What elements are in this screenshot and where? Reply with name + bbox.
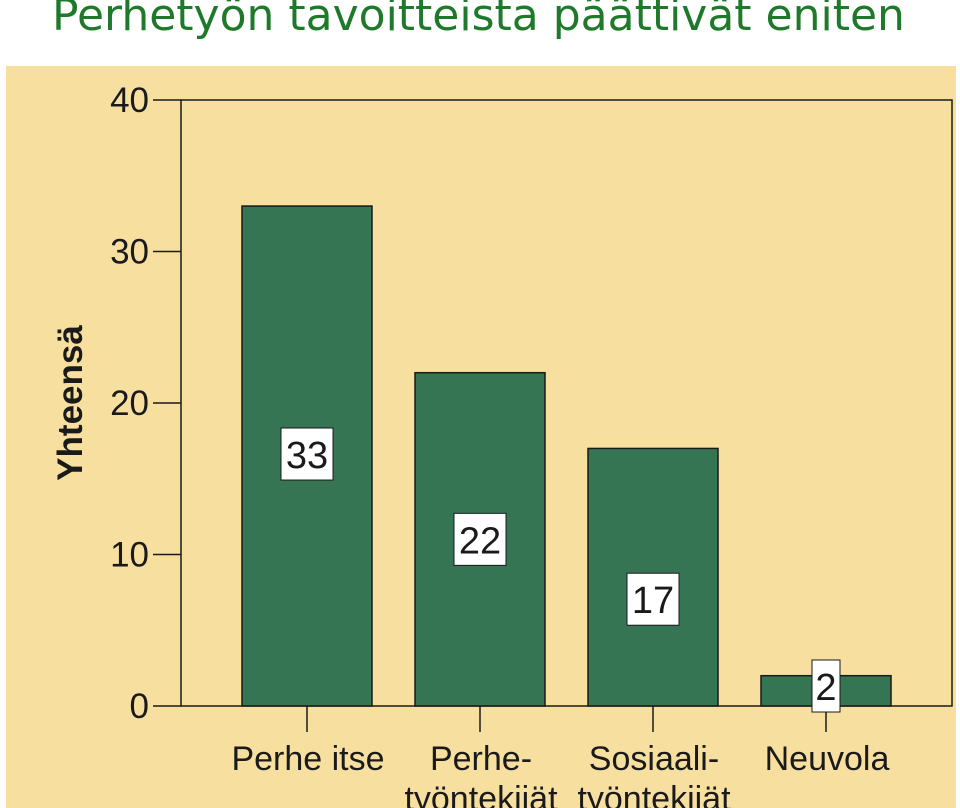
y-tick-label: 30 — [110, 233, 149, 272]
x-tick-label-line: Sosiaali- — [589, 740, 719, 778]
x-tick-label-line: Neuvola — [765, 740, 890, 778]
value-label-box — [626, 572, 680, 626]
bars — [241, 205, 892, 707]
y-tick-label: 40 — [110, 81, 149, 120]
value-label-box — [453, 512, 507, 566]
x-axis: Perhe itse Perhe-työntekijätSosiaali-työn… — [231, 706, 889, 808]
value-label-box — [811, 659, 841, 713]
value-labels: 33 22 17 2 — [280, 427, 841, 713]
value-label: 22 — [459, 520, 501, 562]
value-label: 17 — [632, 580, 674, 622]
x-tick-label: Neuvola — [765, 740, 890, 778]
value-label: 2 — [815, 667, 836, 709]
value-label-box — [280, 427, 334, 481]
chart-title: Perhetyön tavoitteista päättivät eniten — [52, 0, 905, 41]
y-axis: 0 10 20 30 40 — [110, 81, 181, 726]
x-tick-label: Perhe-työntekijät — [404, 740, 558, 808]
x-tick-label-line: Perhe itse — [231, 740, 384, 778]
y-tick-label: 20 — [110, 384, 149, 423]
y-tick-label: 0 — [130, 687, 149, 726]
y-tick-label: 10 — [110, 536, 149, 575]
bar — [414, 371, 546, 707]
x-tick-label-line: työntekijät — [404, 780, 558, 808]
x-tick-label-line: työntekijät — [577, 780, 731, 808]
value-label: 33 — [286, 435, 328, 477]
x-tick-label: Sosiaali-työntekijät — [577, 740, 731, 808]
x-tick-label: Perhe itse — [231, 740, 384, 778]
y-axis-title: Yhteensä — [51, 325, 90, 481]
y-axis-title-group: Yhteensä — [51, 325, 90, 481]
x-tick-label-line: Perhe- — [430, 740, 532, 778]
